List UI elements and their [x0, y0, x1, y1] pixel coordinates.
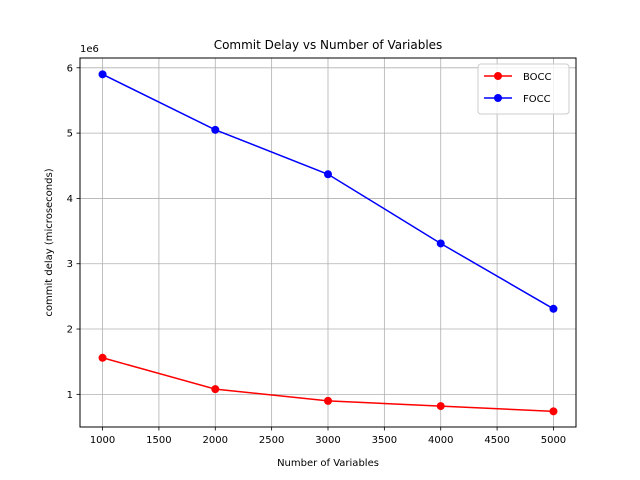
y-tick-label: 1 — [67, 390, 73, 401]
y-axis-ticks: 1 2 3 4 5 6 — [67, 63, 80, 401]
focc-data-point — [549, 304, 558, 313]
x-tick-label: 3000 — [315, 435, 340, 446]
legend-focc-label: FOCC — [523, 94, 551, 105]
y-axis-label: commit delay (microseconds) — [44, 168, 55, 316]
legend: BOCC FOCC — [477, 63, 570, 115]
x-tick-label: 3500 — [372, 435, 397, 446]
bocc-data-point — [98, 353, 107, 362]
y-tick-label: 5 — [67, 129, 73, 140]
bocc-data-point — [436, 402, 445, 411]
legend-bocc-label: BOCC — [523, 72, 552, 83]
y-tick-label: 3 — [67, 259, 73, 270]
focc-data-point — [324, 170, 332, 179]
y-tick-label: 2 — [67, 325, 73, 336]
x-tick-label: 4000 — [428, 435, 453, 446]
x-axis-ticks: 1000 1500 2000 2500 3000 3500 4000 4500 5000 — [90, 427, 566, 446]
legend-bocc-marker — [494, 72, 502, 80]
focc-data-point — [211, 125, 220, 134]
x-tick-label: 1000 — [90, 435, 115, 446]
focc-data-point — [436, 239, 445, 248]
legend-focc-marker — [494, 94, 502, 102]
x-tick-label: 1500 — [146, 435, 171, 446]
x-tick-label: 2000 — [203, 435, 228, 446]
chart-title: Commit Delay vs Number of Variables — [214, 38, 443, 52]
x-tick-label: 5000 — [541, 435, 566, 446]
bocc-data-point — [549, 407, 558, 416]
x-tick-label: 4500 — [484, 435, 509, 446]
series-layer — [98, 70, 558, 416]
x-axis-label: Number of Variables — [277, 458, 379, 469]
x-tick-label: 2500 — [259, 435, 284, 446]
y-tick-label: 6 — [67, 63, 73, 74]
grid — [80, 58, 576, 427]
bocc-data-point — [211, 385, 220, 394]
y-axis-multiplier: 1e6 — [80, 44, 99, 55]
focc-data-point — [98, 70, 107, 79]
y-tick-label: 4 — [67, 194, 73, 205]
bocc-data-point — [324, 396, 332, 405]
